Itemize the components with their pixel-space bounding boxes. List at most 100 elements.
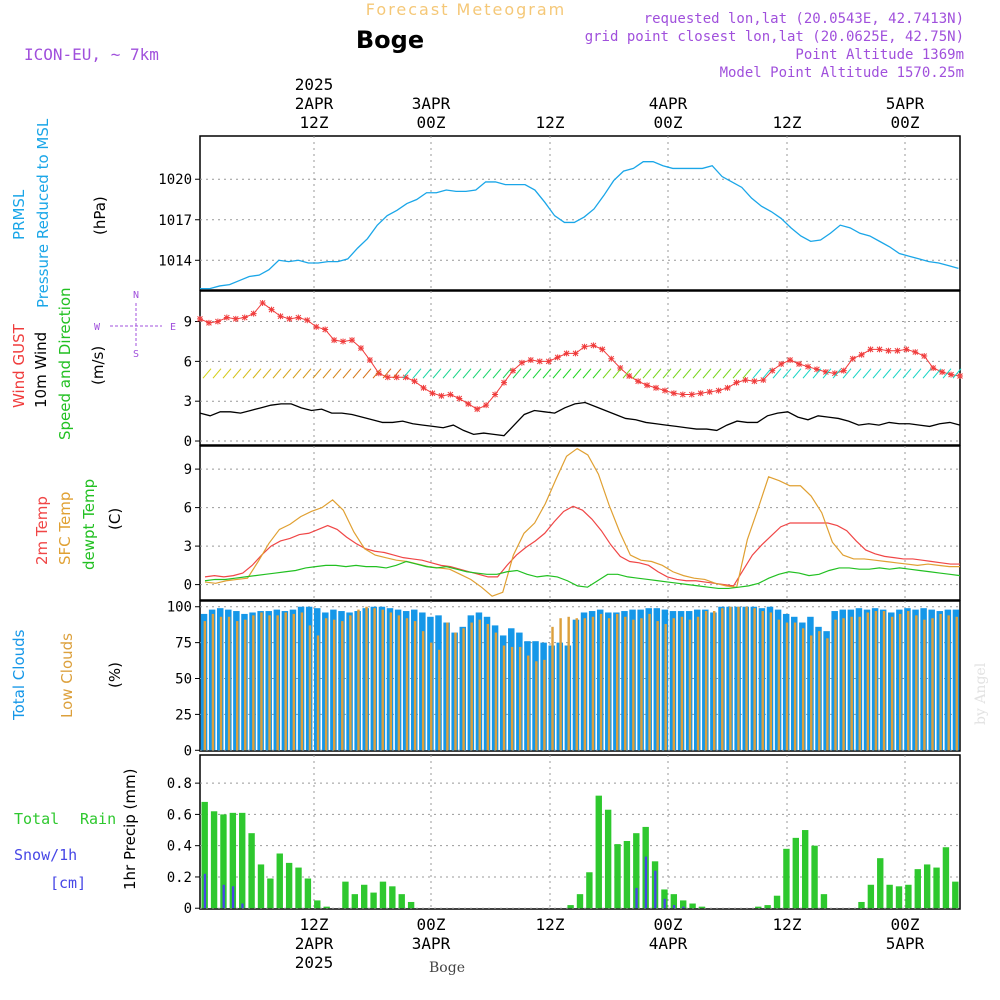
low-cloud-bar bbox=[737, 606, 740, 751]
low-cloud-bar bbox=[300, 612, 304, 751]
wind-arrow bbox=[762, 368, 772, 379]
rain-bar bbox=[314, 900, 321, 909]
gust-point bbox=[599, 346, 606, 353]
precipitation-ytick-label: 0.2 bbox=[167, 870, 192, 886]
wind-arrow bbox=[212, 368, 222, 379]
gust-point bbox=[241, 314, 248, 321]
low-cloud-bar bbox=[535, 661, 538, 751]
gust-point bbox=[277, 313, 284, 320]
wind-arrow bbox=[812, 368, 822, 379]
low-cloud-bar bbox=[373, 608, 376, 751]
top-axis-label: 12Z bbox=[773, 113, 802, 132]
low-cloud-bar bbox=[438, 649, 441, 751]
rain-bar bbox=[398, 894, 405, 909]
rain-bar bbox=[773, 895, 781, 909]
wind-arrow bbox=[302, 368, 312, 379]
snow-bar bbox=[222, 884, 225, 909]
rain-bar bbox=[783, 848, 790, 909]
wind-arrow bbox=[322, 368, 332, 379]
compass-e: E bbox=[170, 322, 176, 333]
low-cloud-bar bbox=[793, 622, 797, 751]
bottom-axis-label: 3APR bbox=[412, 934, 451, 953]
rain-bar bbox=[595, 795, 602, 909]
rain-bar bbox=[576, 894, 584, 909]
gust-point bbox=[223, 314, 230, 321]
wind-arrow bbox=[432, 368, 442, 379]
snow-bar bbox=[663, 898, 666, 909]
gust-point bbox=[876, 346, 883, 353]
gust-point bbox=[930, 365, 937, 371]
gust-point bbox=[268, 306, 275, 313]
gust-point bbox=[429, 390, 436, 397]
snow-bar bbox=[672, 905, 676, 909]
wind-arrow bbox=[262, 368, 272, 379]
rain-bar bbox=[257, 864, 265, 909]
gust-point bbox=[635, 378, 642, 385]
gust-point bbox=[259, 299, 266, 306]
rain-bar bbox=[285, 862, 293, 909]
gust-point bbox=[456, 395, 463, 402]
gust-point bbox=[957, 372, 963, 379]
low-cloud-bar bbox=[308, 625, 312, 751]
gust-point bbox=[948, 371, 955, 378]
wind-arrow bbox=[802, 368, 812, 379]
wind-gust-label: Wind GUST bbox=[10, 323, 28, 408]
rain-bar bbox=[379, 881, 387, 909]
pressure-ytick-label: 1017 bbox=[158, 213, 192, 229]
pressure-frame bbox=[199, 135, 961, 291]
gust-point bbox=[438, 392, 445, 399]
low-cloud-bar bbox=[543, 659, 546, 751]
gust-point bbox=[465, 400, 472, 407]
low-cloud-bar bbox=[421, 631, 425, 751]
wind-arrow bbox=[452, 368, 462, 379]
low-cloud-bar bbox=[567, 616, 570, 751]
wind-arrow bbox=[522, 368, 532, 379]
gust-point bbox=[340, 338, 347, 345]
precipitation-ytick-label: 0.8 bbox=[167, 776, 192, 792]
wind-arrow bbox=[332, 368, 342, 379]
rain-bar bbox=[661, 889, 668, 909]
gust-point bbox=[393, 374, 400, 381]
bottom-axis-label: 4APR bbox=[649, 934, 688, 953]
rain-bar bbox=[220, 814, 227, 909]
rain-bar bbox=[295, 867, 302, 909]
low-cloud-bar bbox=[858, 616, 861, 751]
snow-unit-label: [cm] bbox=[50, 874, 86, 892]
gust-point bbox=[822, 368, 829, 375]
wind-arrow bbox=[422, 368, 432, 379]
sfc-temp-label: SFC Temp bbox=[56, 492, 74, 565]
low-cloud-bar bbox=[324, 618, 328, 751]
wind-arrow bbox=[462, 368, 472, 379]
gust-point bbox=[420, 384, 427, 391]
top-axis-label: 4APR bbox=[649, 94, 688, 113]
gust-point bbox=[322, 326, 329, 333]
wind-arrow bbox=[292, 368, 302, 379]
low-cloud-bar bbox=[478, 619, 481, 751]
gust-point bbox=[313, 323, 320, 330]
gust-point bbox=[885, 347, 892, 354]
gust-point bbox=[402, 374, 409, 381]
low-cloud-bar bbox=[624, 616, 627, 751]
gust-point bbox=[697, 390, 704, 397]
wind-arrow bbox=[382, 368, 392, 379]
low-cloud-bar bbox=[923, 619, 926, 751]
wind-arrow bbox=[442, 368, 452, 379]
wind-arrow bbox=[392, 368, 402, 379]
bottom-axis-label: 00Z bbox=[417, 915, 446, 934]
low-cloud-bar bbox=[219, 616, 223, 751]
low-cloud-bar bbox=[227, 616, 231, 751]
wind-arrow bbox=[202, 368, 212, 379]
clouds-ytick-label: 25 bbox=[175, 707, 192, 723]
bottom-axis-label: 12Z bbox=[536, 915, 565, 934]
wind-frame bbox=[199, 290, 961, 446]
rain-bar bbox=[370, 892, 377, 909]
gridpoint-coords: grid point closest lon,lat (20.0625E, 42… bbox=[585, 29, 964, 45]
pressure-panel: 1014 1017 1020 bbox=[158, 135, 961, 291]
wind-arrow bbox=[542, 368, 552, 379]
gust-point bbox=[349, 337, 355, 344]
low-cloud-bar bbox=[931, 618, 934, 751]
low-cloud-bar bbox=[745, 606, 748, 751]
low-cloud-bar bbox=[721, 608, 724, 751]
low-cloud-bar bbox=[486, 623, 490, 751]
